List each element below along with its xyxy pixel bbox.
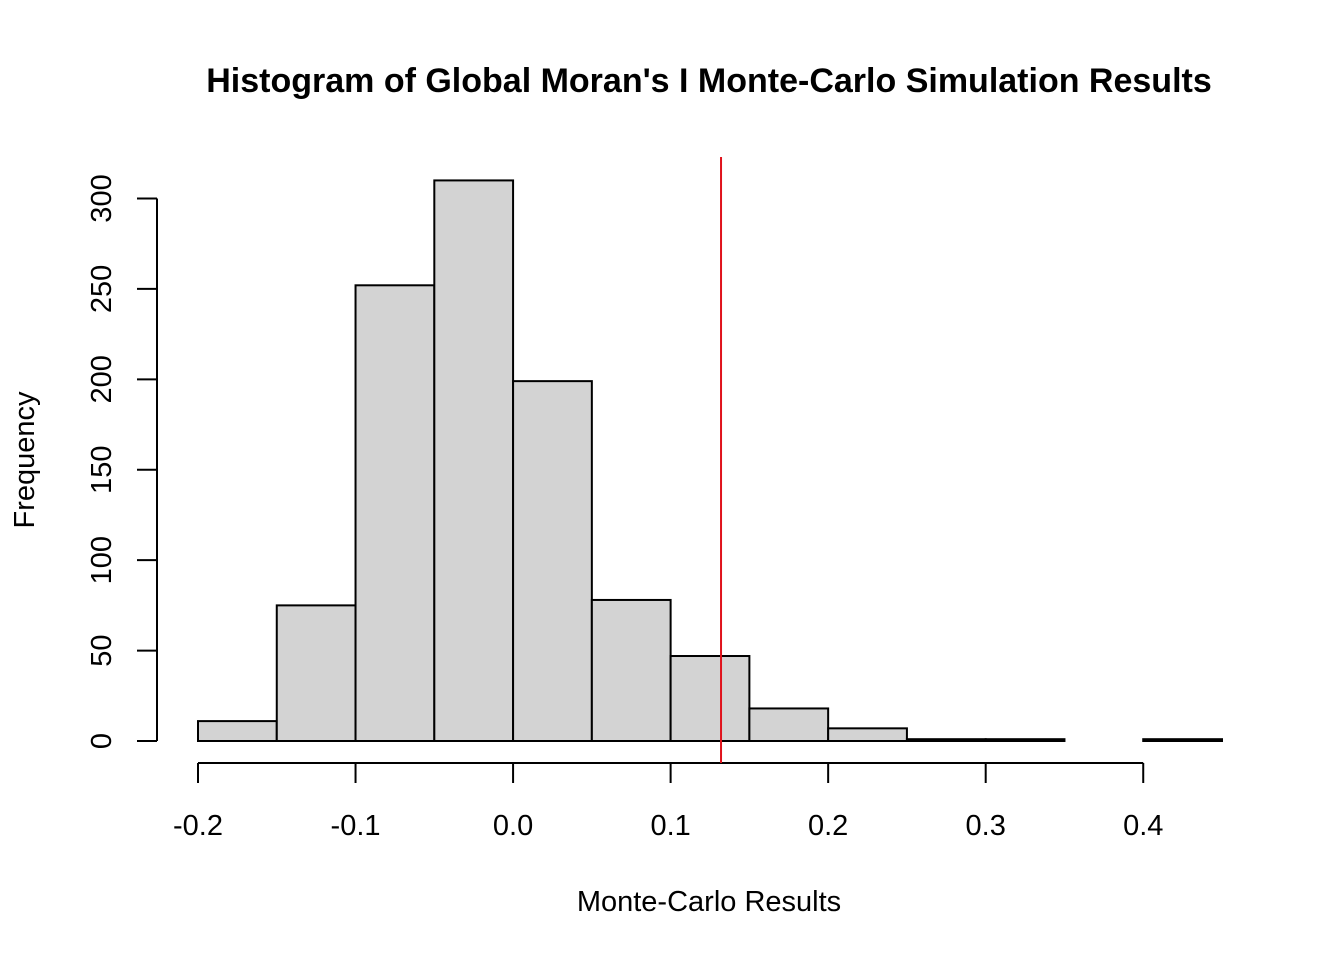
x-tick-label: 0.4 — [1123, 810, 1163, 842]
histogram-bar — [275, 604, 357, 742]
chart-title: Histogram of Global Moran's I Monte-Carl… — [206, 62, 1212, 100]
x-tick-label: 0.1 — [650, 810, 690, 842]
y-tick-label: 150 — [86, 446, 118, 494]
histogram-bar — [433, 179, 515, 742]
x-axis: -0.2 -0.1 0.0 0.1 0.2 0.3 0.4 — [173, 762, 1163, 842]
x-tick-label: 0.2 — [808, 810, 848, 842]
histogram-bar — [748, 707, 830, 743]
y-axis-label: Frequency — [9, 391, 41, 529]
bars-layer — [197, 179, 1223, 743]
histogram-bar — [512, 380, 593, 742]
y-tick-label: 200 — [86, 355, 118, 403]
histogram-bar — [984, 738, 1066, 742]
histogram-bar — [827, 727, 908, 743]
x-tick-label: -0.1 — [331, 810, 381, 842]
x-axis-label: Monte-Carlo Results — [577, 886, 841, 918]
histogram-bar — [1142, 738, 1223, 742]
y-tick-label: 250 — [86, 265, 118, 313]
y-tick-label: 300 — [86, 174, 118, 222]
x-tick-label: -0.2 — [173, 810, 223, 842]
histogram-bar — [669, 655, 751, 743]
histogram-bar — [590, 598, 672, 743]
x-tick-label: 0.3 — [966, 810, 1006, 842]
y-tick-label: 100 — [86, 536, 118, 584]
y-tick-label: 0 — [86, 733, 118, 749]
y-axis: 0 50 100 150 200 250 300 — [86, 174, 158, 749]
histogram-bar — [905, 738, 987, 742]
x-tick-label: 0.0 — [493, 810, 533, 842]
histogram-bar — [197, 720, 278, 743]
y-tick-label: 50 — [86, 634, 118, 666]
histogram-bar — [354, 284, 436, 742]
